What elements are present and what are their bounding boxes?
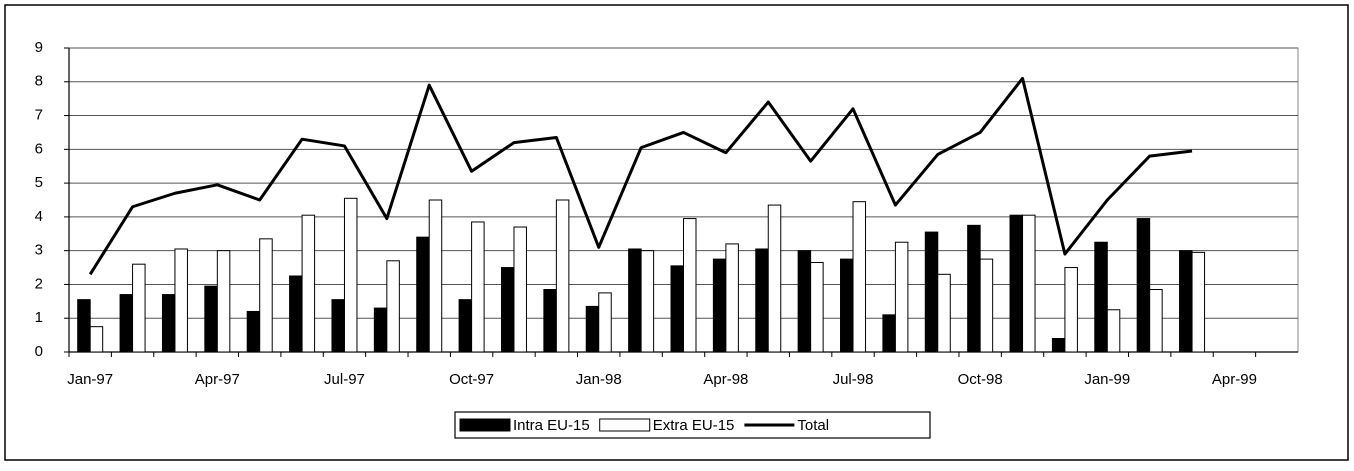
legend-box (454, 411, 931, 439)
bar (967, 224, 981, 353)
y-tick-label: 6 (35, 140, 43, 157)
bar (331, 299, 345, 353)
bar (259, 238, 273, 353)
bar (1179, 250, 1193, 353)
bar (755, 248, 769, 353)
bar (343, 197, 358, 353)
y-tick-label: 0 (35, 343, 43, 360)
bar (1094, 241, 1108, 353)
bar (1191, 251, 1206, 353)
x-tick-label: Jan-97 (67, 371, 113, 388)
bar (289, 275, 303, 353)
bar (500, 267, 515, 353)
x-tick-label: Apr-97 (195, 371, 240, 388)
x-tick-label: Apr-98 (703, 371, 748, 388)
bar (670, 265, 684, 353)
line (88, 76, 1193, 276)
bar (683, 218, 697, 353)
bar (598, 292, 612, 353)
bar (1136, 218, 1151, 353)
bar (204, 285, 218, 353)
bar (132, 263, 146, 353)
bar (301, 214, 316, 353)
bar (797, 250, 812, 353)
y-tick-label: 4 (35, 208, 43, 225)
y-tick-label: 5 (35, 174, 43, 191)
x-tick-label: Oct-98 (958, 371, 1003, 388)
legend-swatch (459, 418, 511, 432)
bar (840, 258, 854, 353)
bar (555, 199, 570, 353)
bar (1009, 214, 1024, 353)
bar (89, 326, 104, 353)
legend-swatch (599, 418, 651, 432)
bar (119, 294, 134, 353)
y-tick-label: 2 (35, 275, 43, 292)
bar (1022, 214, 1036, 353)
bar (373, 307, 388, 353)
bar (161, 294, 176, 353)
y-tick-label: 9 (35, 39, 43, 56)
x-tick-label: Jan-99 (1084, 371, 1130, 388)
x-tick-label: Jan-98 (576, 371, 622, 388)
bar (386, 260, 400, 353)
bar (628, 248, 642, 353)
bar (1149, 289, 1163, 353)
bar (810, 261, 824, 353)
bar (852, 201, 867, 353)
y-tick-label: 7 (35, 107, 43, 124)
bar (979, 258, 994, 353)
bar (1106, 309, 1121, 353)
bar (1051, 337, 1066, 353)
bar (585, 305, 600, 353)
bar (513, 226, 527, 353)
x-tick-label: Jul-97 (324, 371, 365, 388)
bar (77, 299, 91, 353)
bar (471, 221, 485, 353)
legend-label: Total (797, 417, 829, 434)
x-tick-label: Oct-97 (449, 371, 494, 388)
bar (924, 231, 939, 353)
bar (712, 258, 727, 353)
bar (216, 250, 231, 353)
bar (640, 250, 655, 353)
x-tick-label: Jul-98 (833, 371, 874, 388)
bar (1064, 267, 1078, 353)
y-tick-label: 1 (35, 309, 43, 326)
y-tick-label: 3 (35, 242, 43, 259)
bar (937, 273, 951, 353)
bar (458, 299, 473, 353)
legend-label: Extra EU-15 (653, 417, 735, 434)
x-tick-label: Apr-99 (1212, 371, 1257, 388)
bar (894, 241, 909, 353)
bar (428, 199, 443, 353)
bar (767, 204, 782, 353)
bar (543, 289, 557, 353)
bar (174, 248, 188, 353)
legend-label: Intra EU-15 (513, 417, 590, 434)
y-tick-label: 8 (35, 73, 43, 90)
bar (246, 310, 261, 353)
bar (416, 236, 430, 353)
bar (725, 243, 739, 353)
bar (882, 314, 896, 353)
